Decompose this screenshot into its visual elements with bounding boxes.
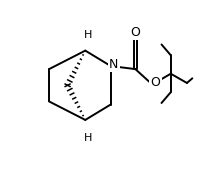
Text: O: O (150, 77, 160, 90)
Text: H: H (83, 133, 92, 143)
Text: H: H (83, 30, 92, 40)
Text: O: O (130, 26, 140, 39)
Text: N: N (109, 58, 118, 71)
